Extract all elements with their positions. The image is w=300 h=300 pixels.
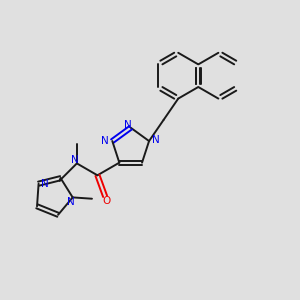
Text: N: N: [71, 155, 79, 165]
Text: N: N: [67, 197, 74, 207]
Text: O: O: [102, 196, 111, 206]
Text: N: N: [41, 179, 49, 189]
Text: N: N: [124, 120, 132, 130]
Text: N: N: [152, 135, 160, 145]
Text: N: N: [101, 136, 109, 146]
